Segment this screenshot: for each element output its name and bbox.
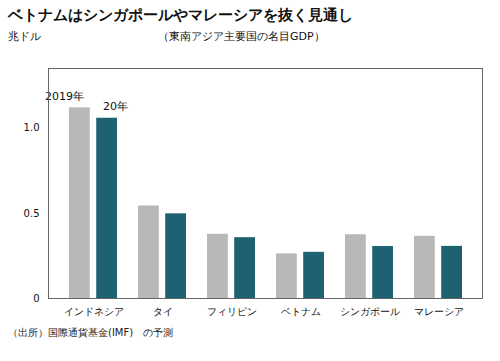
html-text:ベトナムはシンガポールやマレーシアを抜く見通し: ベトナムはシンガポールやマレーシアを抜く見通し (8, 6, 353, 24)
svg-text:シンガポール: シンガポール (340, 306, 400, 317)
svg-text:フィリピン: フィリピン (207, 306, 257, 317)
svg-text:ベトナム: ベトナム (281, 306, 321, 317)
svg-text:マレーシア: マレーシア (414, 306, 464, 317)
html-text:（東南アジア主要国の名目GDP）: （東南アジア主要国の名目GDP） (158, 30, 325, 43)
svg-text:タイ: タイ (153, 306, 173, 317)
svg-text:インドネシア: インドネシア (64, 306, 124, 317)
svg-text:0.5: 0.5 (24, 208, 40, 219)
svg-text:2019年: 2019年 (45, 90, 84, 103)
svg-text:0: 0 (33, 293, 39, 304)
html-text:兆ドル: 兆ドル (8, 30, 41, 43)
svg-text:20年: 20年 (103, 100, 128, 113)
svg-text:1.0: 1.0 (24, 122, 40, 133)
html-text:（出所）国際通貨基金(IMF) の予測: （出所）国際通貨基金(IMF) の予測 (8, 327, 174, 338)
